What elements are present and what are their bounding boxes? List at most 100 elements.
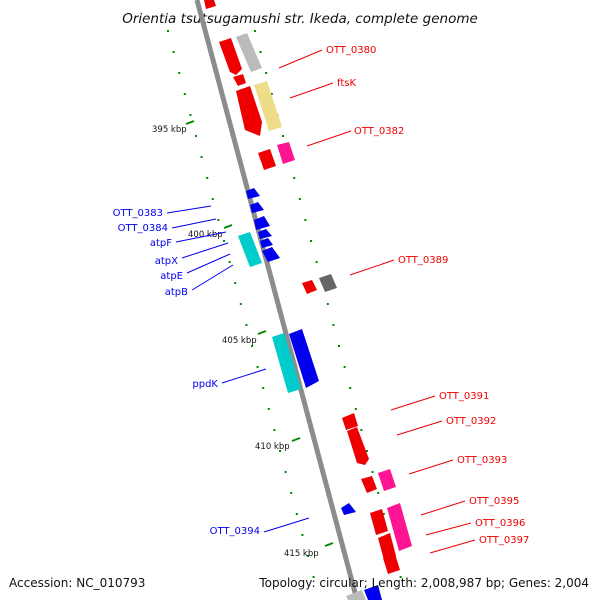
label-ott0396[interactable]: OTT_0396	[475, 518, 525, 529]
outer-ring-dot	[265, 72, 268, 74]
outer-ring-dot	[360, 429, 363, 431]
gene-red-feature-5[interactable]	[383, 554, 400, 574]
gene-blue-feature-ppdk[interactable]	[289, 329, 319, 388]
label-ott0389[interactable]: OTT_0389	[398, 255, 448, 266]
accession-text: Accession: NC_010793	[9, 576, 145, 590]
leader-ott0395	[420, 500, 466, 516]
leader-atpe	[186, 253, 231, 274]
leader-ott0394	[263, 517, 310, 533]
label-ott0393[interactable]: OTT_0393	[457, 455, 507, 466]
inner-ring-dot	[279, 450, 281, 452]
gene-ott0391-feature[interactable]	[342, 413, 358, 430]
outer-ring-dot	[377, 492, 380, 494]
inner-ring-dot	[301, 534, 304, 536]
inner-ring-dot	[307, 555, 309, 557]
scale-ticks: 395 kbp 400 kbp 405 kbp 410 kbp 415 kbp	[152, 120, 334, 559]
leader-atpf	[175, 231, 227, 243]
inner-ring-dot	[262, 387, 265, 389]
gene-ott0380-grey-feature[interactable]	[236, 33, 262, 72]
genome-summary-text: Topology: circular; Length: 2,008,987 bp…	[258, 576, 589, 590]
tick-label-405: 405 kbp	[222, 336, 257, 346]
outer-ring-dot	[371, 471, 374, 473]
label-atpe[interactable]: atpE	[160, 271, 183, 282]
leader-atpx	[181, 242, 229, 259]
gene-features	[204, 0, 412, 600]
label-ott0394[interactable]: OTT_0394	[210, 526, 260, 537]
tick-400	[223, 224, 233, 229]
gene-red-feature-4[interactable]	[361, 476, 377, 493]
leader-ott0396	[425, 522, 472, 536]
label-atpx[interactable]: atpX	[155, 256, 178, 267]
outer-ring-dot	[298, 198, 301, 200]
tick-label-415: 415 kbp	[284, 549, 319, 559]
inner-ring-dot	[217, 219, 220, 221]
gene-ott0393-feature[interactable]	[378, 469, 396, 491]
leader-ott0389	[349, 259, 395, 276]
gene-atpf-feature[interactable]	[254, 216, 270, 230]
gene-ott0382-feature[interactable]	[277, 142, 295, 164]
label-ott0380[interactable]: OTT_0380	[326, 45, 376, 56]
inner-ring-dot	[172, 51, 175, 53]
outer-ring-dot	[338, 345, 340, 347]
gene-bottom-blue-feature[interactable]	[364, 585, 382, 600]
label-ott0397[interactable]: OTT_0397	[479, 535, 529, 546]
label-ott0395[interactable]: OTT_0395	[469, 496, 519, 507]
inner-ring-dot	[245, 324, 248, 326]
label-atpf[interactable]: atpF	[150, 238, 172, 249]
outer-ring-dot	[310, 240, 312, 242]
label-ott0382[interactable]: OTT_0382	[354, 126, 404, 137]
label-ott0392[interactable]: OTT_0392	[446, 416, 496, 427]
label-ott0383[interactable]: OTT_0383	[113, 208, 163, 219]
gene-ott0389-feature[interactable]	[319, 274, 337, 292]
outer-ring-dot	[259, 51, 262, 53]
gene-cyan-feature-1[interactable]	[238, 232, 262, 267]
outer-ring-dot	[282, 135, 284, 137]
outer-ring-dot	[270, 93, 273, 95]
gene-atpx-feature[interactable]	[258, 229, 272, 239]
leader-ott0393	[408, 459, 454, 475]
leader-ott0397	[429, 539, 476, 554]
gene-atpe-feature[interactable]	[260, 238, 273, 248]
inner-ring-dot	[284, 471, 287, 473]
outer-ring-dot	[354, 408, 357, 410]
gene-ott0384-feature[interactable]	[250, 202, 264, 213]
gene-ott0380b-feature[interactable]	[233, 74, 246, 86]
gene-ott0380a-feature[interactable]	[219, 38, 242, 75]
label-ppdk[interactable]: ppdK	[192, 379, 218, 390]
gene-ott0396-feature[interactable]	[387, 503, 412, 551]
gene-atpb-feature[interactable]	[262, 247, 280, 262]
gene-bottom-grey-feature[interactable]	[346, 590, 366, 600]
label-ott0384[interactable]: OTT_0384	[118, 223, 168, 234]
leader-ott0384	[171, 218, 217, 229]
inner-ring-dot	[195, 135, 197, 137]
gene-ott0394-feature[interactable]	[341, 503, 356, 515]
inner-ring-dot	[189, 114, 192, 116]
outer-ring-dot	[366, 450, 368, 452]
gene-ott0379-feature[interactable]	[204, 0, 216, 9]
inner-ring-dot	[256, 366, 259, 368]
outer-ring-dot	[399, 576, 402, 578]
label-ftsk[interactable]: ftsK	[337, 78, 356, 89]
label-ott0391[interactable]: OTT_0391	[439, 391, 489, 402]
leader-ott0391	[390, 395, 436, 411]
outer-ring-dot	[349, 387, 352, 389]
gene-red-feature-2[interactable]	[258, 149, 276, 170]
label-atpb[interactable]: atpB	[165, 287, 188, 298]
inner-ring-dot	[239, 303, 242, 305]
gene-red-feature-1[interactable]	[236, 86, 262, 136]
gene-ftsk-feature[interactable]	[254, 81, 282, 131]
gene-red-feature-3[interactable]	[302, 280, 317, 294]
gene-ppdk-feature[interactable]	[272, 333, 301, 393]
leader-ott0382	[306, 130, 352, 147]
tick-405	[257, 330, 267, 335]
gene-ott0383-feature[interactable]	[246, 188, 260, 199]
gene-ott0397-feature[interactable]	[378, 533, 396, 560]
outer-ring-dot	[326, 303, 329, 305]
leader-ftsk	[289, 82, 334, 99]
gene-ott0395-feature[interactable]	[370, 509, 388, 535]
leader-ppdk	[221, 368, 267, 384]
inner-ring-dot	[223, 240, 225, 242]
inner-ring-dot	[251, 345, 253, 347]
gene-ott0392-feature[interactable]	[347, 427, 369, 465]
